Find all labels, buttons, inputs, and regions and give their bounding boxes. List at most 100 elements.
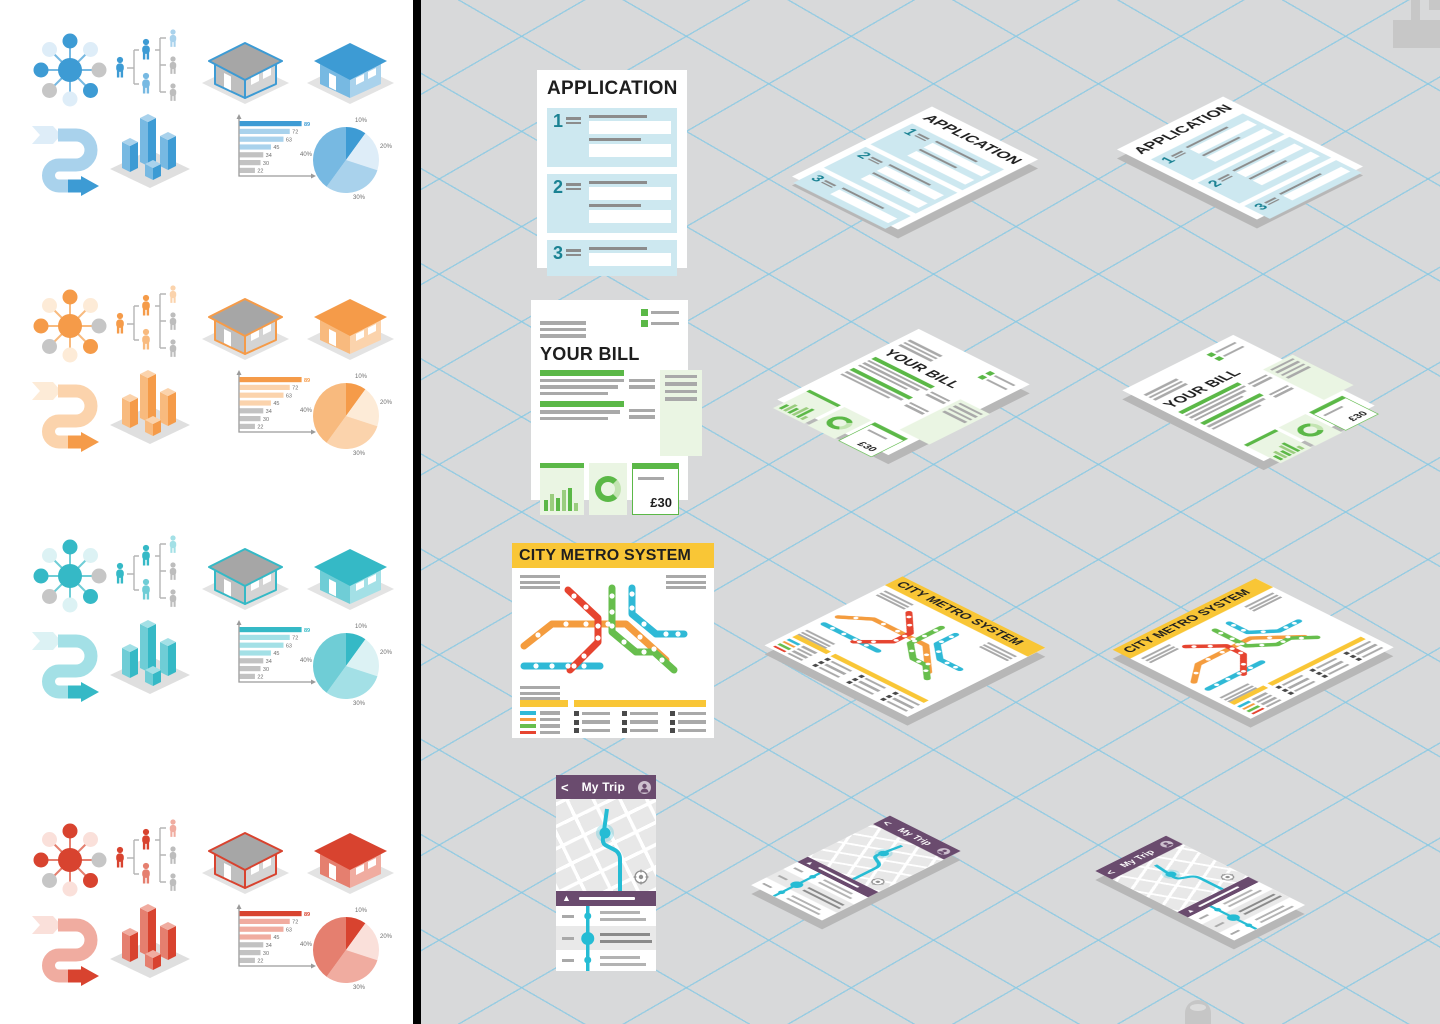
legend-square xyxy=(824,657,832,661)
trip-header: < My Trip xyxy=(872,815,961,860)
text-line xyxy=(907,339,943,357)
text-line xyxy=(540,410,620,414)
legend-header-bar xyxy=(520,700,568,707)
legend-item xyxy=(574,719,618,725)
pie-percent-label: 10% xyxy=(355,908,368,914)
pie-percent-label: 40% xyxy=(300,152,313,158)
text-line xyxy=(562,489,566,511)
section-number-block: 2 xyxy=(553,178,585,227)
route-overlay xyxy=(1112,844,1248,912)
avatar-icon xyxy=(638,780,651,794)
legend-square xyxy=(1309,667,1317,672)
avatar-icon xyxy=(934,846,954,856)
bill-document: YOUR BILL £30 xyxy=(772,328,1030,458)
text-line xyxy=(600,918,646,921)
text-line xyxy=(520,697,560,700)
mini-bars xyxy=(1264,440,1304,461)
text-line xyxy=(556,497,560,511)
trip-timeline xyxy=(556,906,656,971)
legend-square xyxy=(574,719,579,725)
cylinder-top xyxy=(1190,1004,1206,1011)
legend-square xyxy=(845,680,854,684)
section-fields xyxy=(589,114,671,161)
bar-value-label: 22 xyxy=(257,169,263,175)
text-line xyxy=(589,138,641,141)
icon-library-panel: 89 72 63 45 34 30 22 10% 20% 30% 40% 89 72 63 45 34 30 2… xyxy=(0,0,413,1024)
text-line xyxy=(540,321,586,325)
isometric-grid-canvas: APPLICATION 1 2 3 APPLICATION 1 2 3 APPLICATION 1… xyxy=(421,0,1440,1024)
input-field xyxy=(589,210,671,223)
route-overlay xyxy=(556,799,656,891)
bar-chart-icon: 89 72 63 45 34 30 22 xyxy=(224,618,320,692)
bar-value-label: 30 xyxy=(263,161,269,167)
text-line xyxy=(520,711,536,715)
legend-square xyxy=(1343,651,1351,655)
cropped-cylinder-object xyxy=(1185,1000,1211,1024)
legend-square xyxy=(1315,670,1323,675)
text-line xyxy=(678,728,706,733)
green-square xyxy=(641,320,648,327)
legend-square xyxy=(891,691,899,695)
trip-app-document: < My Trip ▲ xyxy=(1095,835,1305,941)
legend-square xyxy=(1275,684,1283,689)
bill-document: YOUR BILL £30 xyxy=(531,300,702,515)
text-line xyxy=(678,711,706,716)
bar-value-label: 30 xyxy=(263,417,269,423)
text-line xyxy=(630,720,658,724)
application-document: APPLICATION 1 2 3 xyxy=(537,70,687,276)
bar-value-label: 30 xyxy=(263,667,269,673)
icon-set-row-orange: 89 72 63 45 34 30 22 10% 20% 30% 40% xyxy=(0,284,413,534)
text-line xyxy=(566,183,582,186)
donut-chart xyxy=(1291,420,1328,440)
legend-row xyxy=(520,724,560,728)
metro-line-legend xyxy=(520,711,560,734)
bar-value-label: 63 xyxy=(286,927,292,933)
legend-square xyxy=(1321,673,1329,678)
pie-chart-icon: 10% 20% 30% 40% xyxy=(298,114,394,202)
text-line xyxy=(666,580,706,584)
document-title: APPLICATION xyxy=(547,78,678,99)
legend-item xyxy=(622,711,666,716)
spacer xyxy=(629,392,655,406)
bar-value-label: 34 xyxy=(266,153,272,159)
pie-percent-label: 40% xyxy=(300,408,313,414)
legend-square xyxy=(622,719,627,725)
text-line xyxy=(666,575,706,578)
metro-body xyxy=(765,585,1028,717)
panel-divider xyxy=(413,0,421,1024)
bar-chart-icon: 89 72 63 45 34 30 22 xyxy=(224,368,320,442)
pie-percent-label: 30% xyxy=(353,451,366,457)
pie-percent-label: 20% xyxy=(380,144,393,150)
text-line xyxy=(638,476,664,480)
text-line xyxy=(550,493,554,511)
text-line xyxy=(540,401,624,407)
card-header-bar xyxy=(540,462,584,468)
text-line xyxy=(582,711,610,716)
text-line xyxy=(566,253,582,256)
application-document: APPLICATION 1 2 3 xyxy=(1116,96,1364,220)
pie-chart-icon: 10% 20% 30% 40% xyxy=(298,620,394,708)
trip-timeline xyxy=(1188,882,1305,940)
input-field xyxy=(589,144,671,157)
pie-percent-label: 20% xyxy=(380,400,393,406)
text-line xyxy=(540,385,618,389)
bill-cards-row: £30 xyxy=(540,462,679,515)
legend-item xyxy=(670,728,714,733)
legend-square xyxy=(622,728,627,733)
mini-lines xyxy=(566,249,582,270)
house-outline-icon xyxy=(198,824,293,896)
price-value: £30 xyxy=(854,439,881,453)
text-line xyxy=(582,728,610,733)
house-outline-icon xyxy=(198,290,293,362)
text-line xyxy=(578,897,635,900)
text-line xyxy=(844,370,904,401)
green-square xyxy=(1213,356,1224,362)
bill-document: YOUR BILL £30 xyxy=(1121,334,1379,464)
bar-value-label: 72 xyxy=(292,636,298,642)
house-solid-icon xyxy=(303,290,398,362)
text-line xyxy=(600,955,640,959)
legend-item xyxy=(622,728,666,733)
legend-square xyxy=(1349,654,1357,658)
text-line xyxy=(520,686,560,689)
